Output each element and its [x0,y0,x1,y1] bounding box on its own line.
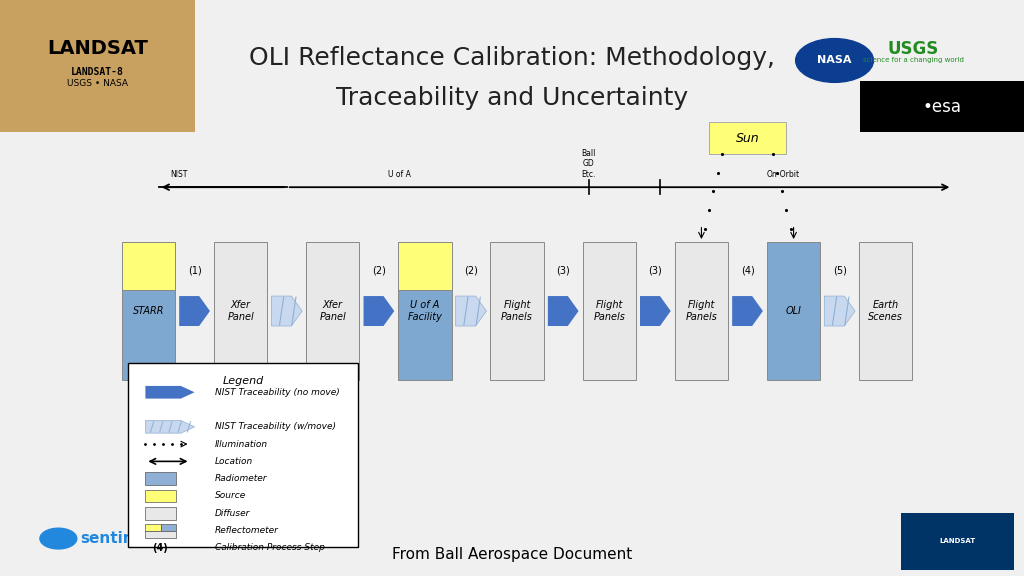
Text: On-Orbit: On-Orbit [767,169,800,179]
Polygon shape [640,296,671,326]
FancyBboxPatch shape [767,242,820,380]
Text: Ball
GD
Etc.: Ball GD Etc. [582,149,596,179]
Text: U of A
Facility: U of A Facility [408,300,442,322]
Text: OLI: OLI [785,306,802,316]
FancyBboxPatch shape [709,123,786,154]
Text: NIST Traceability (w/move): NIST Traceability (w/move) [215,422,336,431]
Polygon shape [824,296,855,326]
Text: (4): (4) [740,266,755,276]
Text: (2): (2) [372,266,386,276]
Text: Location: Location [215,457,253,466]
FancyBboxPatch shape [583,242,636,380]
Text: Source: Source [215,491,247,501]
Text: Legend: Legend [222,376,264,386]
Bar [145,507,176,520]
FancyBboxPatch shape [214,242,267,380]
Text: Traceability and Uncertainty: Traceability and Uncertainty [336,86,688,110]
Polygon shape [364,296,394,326]
FancyBboxPatch shape [490,242,544,380]
Text: LANDSAT: LANDSAT [939,539,976,544]
Text: (2): (2) [464,266,478,276]
Text: U of A: U of A [388,169,411,179]
Text: LANDSAT-8: LANDSAT-8 [71,67,124,77]
Text: Sun: Sun [735,132,760,145]
Circle shape [40,528,77,549]
Text: science for a changing world: science for a changing world [863,58,964,63]
Text: Radiometer: Radiometer [215,474,267,483]
Text: sentinel-2: sentinel-2 [80,531,166,546]
Text: Xfer
Panel: Xfer Panel [227,300,254,322]
Bar [145,524,161,531]
Text: Reflectometer: Reflectometer [215,526,279,535]
Text: Calibration Process Step: Calibration Process Step [215,543,325,552]
Polygon shape [145,420,195,433]
Text: Earth
Scenes: Earth Scenes [868,300,903,322]
Polygon shape [145,386,195,399]
Bar [145,490,176,502]
Polygon shape [271,296,302,326]
Text: NIST Traceability (no move): NIST Traceability (no move) [215,388,340,397]
FancyBboxPatch shape [398,290,452,380]
FancyBboxPatch shape [128,363,358,547]
Text: LANDSAT: LANDSAT [47,40,147,58]
Bar [145,472,176,485]
FancyBboxPatch shape [675,242,728,380]
Polygon shape [732,296,763,326]
Text: NASA: NASA [817,55,852,66]
Text: (3): (3) [648,266,663,276]
Text: NIST: NIST [171,169,187,179]
Bar [145,531,176,538]
Text: STARR: STARR [133,306,164,316]
FancyBboxPatch shape [122,290,175,380]
Text: Flight
Panels: Flight Panels [685,300,718,322]
Text: Flight
Panels: Flight Panels [501,300,534,322]
FancyBboxPatch shape [398,242,452,290]
Circle shape [796,39,873,82]
Text: OLI Reflectance Calibration: Methodology,: OLI Reflectance Calibration: Methodology… [249,46,775,70]
Text: From Ball Aerospace Document: From Ball Aerospace Document [392,547,632,562]
FancyBboxPatch shape [122,242,175,290]
Bar [161,524,176,531]
FancyBboxPatch shape [0,0,195,132]
Polygon shape [179,296,210,326]
Text: Illumination: Illumination [215,439,268,449]
Text: Diffuser: Diffuser [215,509,251,518]
Text: USGS • NASA: USGS • NASA [67,79,128,88]
Text: (3): (3) [556,266,570,276]
FancyBboxPatch shape [860,81,1024,132]
Polygon shape [548,296,579,326]
Text: (1): (1) [187,266,202,276]
Text: •esa: •esa [923,97,962,116]
FancyBboxPatch shape [306,242,359,380]
Text: USGS: USGS [888,40,939,58]
Text: (5): (5) [833,266,847,276]
Polygon shape [456,296,486,326]
FancyBboxPatch shape [859,242,912,380]
Text: Xfer
Panel: Xfer Panel [319,300,346,322]
Text: (4): (4) [152,543,168,553]
FancyBboxPatch shape [901,513,1014,570]
Text: Flight
Panels: Flight Panels [593,300,626,322]
